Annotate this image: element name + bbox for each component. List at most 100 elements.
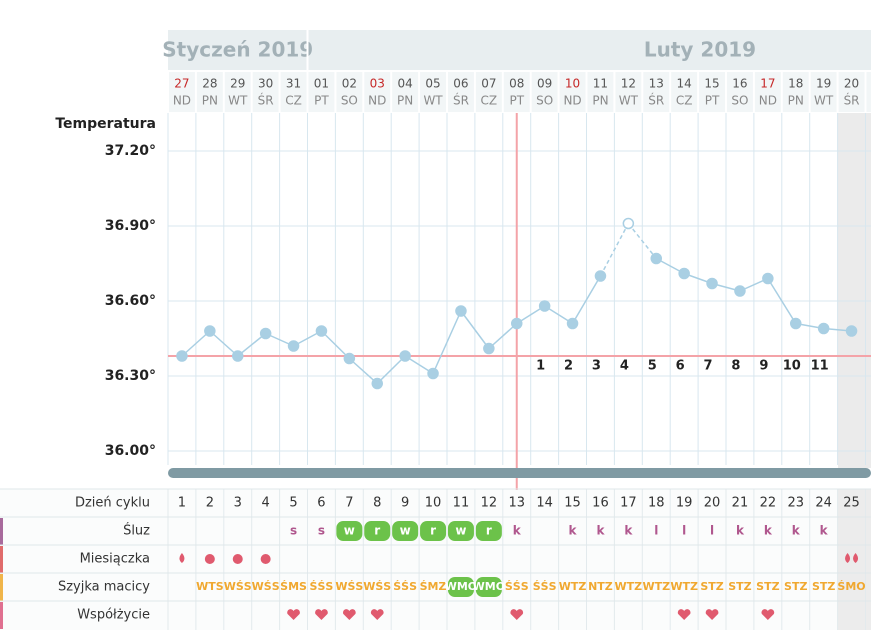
date-label: 05	[425, 77, 440, 91]
cell-value: 24	[815, 496, 832, 511]
cell-value: k	[569, 524, 578, 538]
line-segment	[181, 330, 211, 357]
weekday-label: ŚR	[258, 93, 274, 108]
weekday-label: PT	[314, 94, 329, 108]
cell-value: WTZ	[559, 580, 587, 593]
cell-value: STZ	[784, 580, 807, 593]
cell-value: WTZ	[615, 580, 643, 593]
date-label: 06	[453, 77, 468, 91]
cell-value: 2	[206, 496, 214, 511]
luteal-day: 6	[676, 359, 685, 374]
date-label: 18	[788, 77, 803, 91]
scrollbar	[168, 468, 871, 478]
future-shade	[838, 113, 871, 468]
cell-value: WŚS	[252, 580, 280, 593]
temperature-point	[538, 300, 551, 312]
temperature-point	[455, 305, 467, 317]
weekday-label: WT	[619, 94, 639, 108]
date-label: 20	[844, 77, 859, 91]
line-segment	[627, 223, 657, 259]
heart	[370, 609, 384, 620]
cell-value: k	[596, 524, 605, 538]
cell-value: k	[513, 524, 522, 538]
cell-value: STZ	[756, 580, 779, 593]
cell-value: WMO	[445, 580, 477, 593]
cell-value: 12	[481, 496, 498, 511]
cell-value: l	[710, 524, 714, 538]
heart	[315, 609, 328, 620]
cell-value: r	[486, 524, 492, 538]
temperature-point	[399, 350, 411, 362]
luteal-day: 10	[783, 359, 801, 374]
cell-value: 6	[317, 496, 325, 511]
temperature-point	[483, 342, 495, 355]
cell-value: ŚŚS	[310, 580, 334, 593]
cell-value: 14	[536, 496, 553, 511]
cell-value: ŚMZ	[420, 580, 447, 593]
row-stripe	[0, 518, 3, 545]
cell-value: k	[736, 524, 745, 538]
menstruation-mark	[845, 553, 859, 563]
temperature-point	[287, 340, 300, 352]
line-segment	[348, 357, 378, 385]
date-label: 03	[370, 77, 385, 91]
temperature-point	[650, 252, 662, 265]
row-label: Miesiączka	[80, 552, 150, 567]
cell-value: 8	[373, 496, 381, 511]
line-segment	[376, 355, 406, 385]
cell-value: 1	[178, 496, 186, 511]
temperature-point	[232, 350, 244, 362]
cell-highlight	[364, 521, 391, 541]
cell-highlight	[447, 521, 474, 541]
cell-value: 22	[760, 496, 777, 511]
date-label: 02	[342, 77, 357, 91]
weekday-label: WT	[423, 94, 443, 108]
cell-value: s	[290, 524, 297, 538]
line-segment	[209, 330, 239, 357]
cell-value: s	[318, 524, 325, 538]
weekday-label: WT	[814, 94, 834, 108]
date-label: 12	[621, 77, 636, 91]
cell-value: 15	[564, 496, 581, 511]
heart	[510, 609, 524, 620]
date-label: 10	[565, 77, 580, 91]
line-segment	[460, 310, 490, 349]
month-header	[168, 30, 871, 70]
cell-value: r	[430, 524, 436, 538]
luteal-day: 9	[759, 359, 768, 374]
luteal-day: 1	[536, 359, 545, 374]
cell-value: WTZ	[642, 580, 670, 593]
date-label: 15	[704, 77, 719, 91]
date-label: 13	[649, 77, 664, 91]
cell-value: 4	[262, 496, 270, 511]
cell-value: 25	[843, 496, 860, 511]
y-axis-title: Temperatura	[55, 116, 156, 132]
heart	[342, 609, 356, 620]
row-label: Śluz	[123, 523, 150, 539]
temperature-point	[762, 272, 774, 285]
date-label: 09	[537, 77, 552, 91]
heart	[705, 609, 719, 620]
cell-value: WŚS	[335, 580, 363, 593]
temperature-point	[511, 317, 523, 330]
cell-value: 17	[620, 496, 637, 511]
weekday-label: CZ	[481, 94, 498, 108]
cell-value: 3	[234, 496, 242, 511]
cell-value: 13	[508, 496, 525, 511]
cell-highlight	[475, 577, 502, 597]
weekday-label: CZ	[285, 94, 302, 108]
weekday-label: ND	[563, 94, 581, 108]
cell-value: 21	[732, 496, 749, 511]
cell-value: l	[654, 524, 658, 538]
line-segment	[488, 322, 518, 350]
date-label: 31	[286, 77, 301, 91]
cell-value: w	[344, 524, 355, 538]
cell-value: ŚMO	[837, 580, 865, 593]
cell-highlight	[447, 577, 474, 597]
cell-value: k	[792, 524, 801, 538]
temperature-point	[622, 217, 635, 230]
cell-value: STZ	[812, 580, 835, 593]
weekday-label: ND	[173, 94, 191, 108]
